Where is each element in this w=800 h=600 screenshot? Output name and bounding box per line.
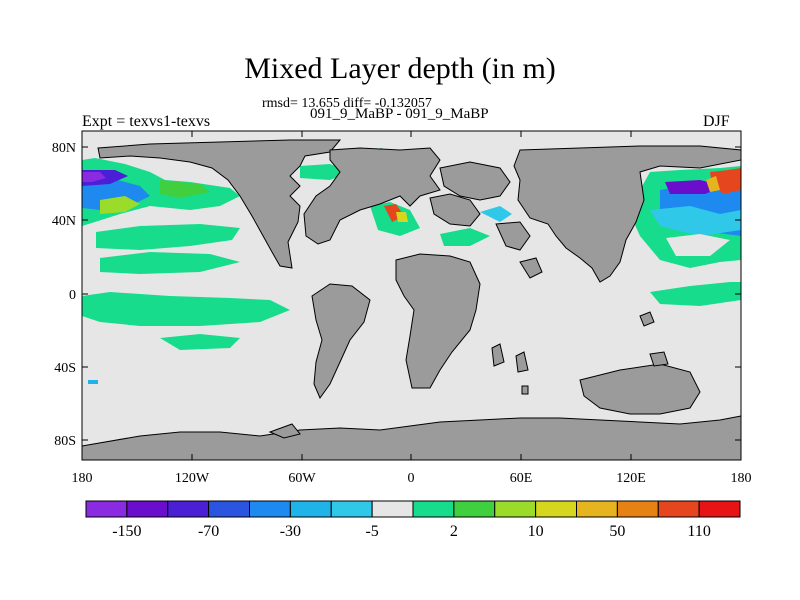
- longitude-axis: 180 120W 60W 0 60E 120E 180: [72, 131, 752, 486]
- plot-title: Mixed Layer depth (in m): [244, 52, 556, 85]
- colorbar-label: 110: [687, 523, 710, 540]
- lat-tick-label: 80S: [54, 434, 76, 449]
- colorbar-swatch: [576, 500, 618, 518]
- colorbar-label: -70: [198, 523, 219, 540]
- colorbar-swatch: [453, 500, 496, 518]
- colorbar-label: -150: [112, 523, 141, 540]
- colorbar-swatch: [126, 500, 169, 518]
- colorbar-swatch: [208, 500, 250, 518]
- lon-tick-label: 180: [72, 471, 93, 486]
- stats-line: rmsd= 13.655 diff= -0.132057: [262, 96, 432, 111]
- colorbar-swatch: [85, 500, 128, 518]
- colorbar-swatch: [330, 500, 373, 518]
- colorbar-label: 10: [528, 523, 544, 540]
- lon-tick-label: 180: [731, 471, 752, 486]
- colorbar-swatch: [698, 500, 741, 518]
- lat-tick-label: 0: [69, 288, 76, 303]
- lon-tick-label: 60W: [288, 471, 316, 486]
- season-label: DJF: [703, 113, 730, 130]
- anomaly-patches: [82, 144, 741, 384]
- colorbar: -150 -70 -30 -5 2 10 50 110: [85, 500, 741, 540]
- lon-tick-label: 120W: [175, 471, 210, 486]
- experiment-label: Expt = texvs1-texvs: [82, 113, 211, 130]
- colorbar-swatch: [289, 500, 332, 518]
- land-masses: [81, 139, 742, 461]
- latitude-axis: 80N 40N 0 40S 80S: [52, 141, 741, 449]
- colorbar-label: 50: [609, 523, 625, 540]
- lat-tick-label: 80N: [52, 141, 76, 156]
- colorbar-swatch: [657, 500, 700, 518]
- lon-tick-label: 60E: [510, 471, 533, 486]
- experiment-pair: 091_9_MaBP - 091_9_MaBP: [310, 106, 489, 122]
- colorbar-label: -30: [280, 523, 301, 540]
- colorbar-swatch: [371, 500, 414, 518]
- colorbar-swatch: [249, 500, 291, 518]
- colorbar-swatch: [494, 500, 537, 518]
- lon-tick-label: 0: [408, 471, 415, 486]
- lat-tick-label: 40S: [54, 361, 76, 376]
- colorbar-label: -5: [365, 523, 378, 540]
- colorbar-swatch: [535, 500, 577, 518]
- colorbar-swatch: [167, 500, 210, 518]
- colorbar-swatch: [412, 500, 455, 518]
- colorbar-swatch: [616, 500, 659, 518]
- colorbar-label: 2: [450, 523, 458, 540]
- lat-tick-label: 40N: [52, 214, 76, 229]
- lon-tick-label: 120E: [616, 471, 646, 486]
